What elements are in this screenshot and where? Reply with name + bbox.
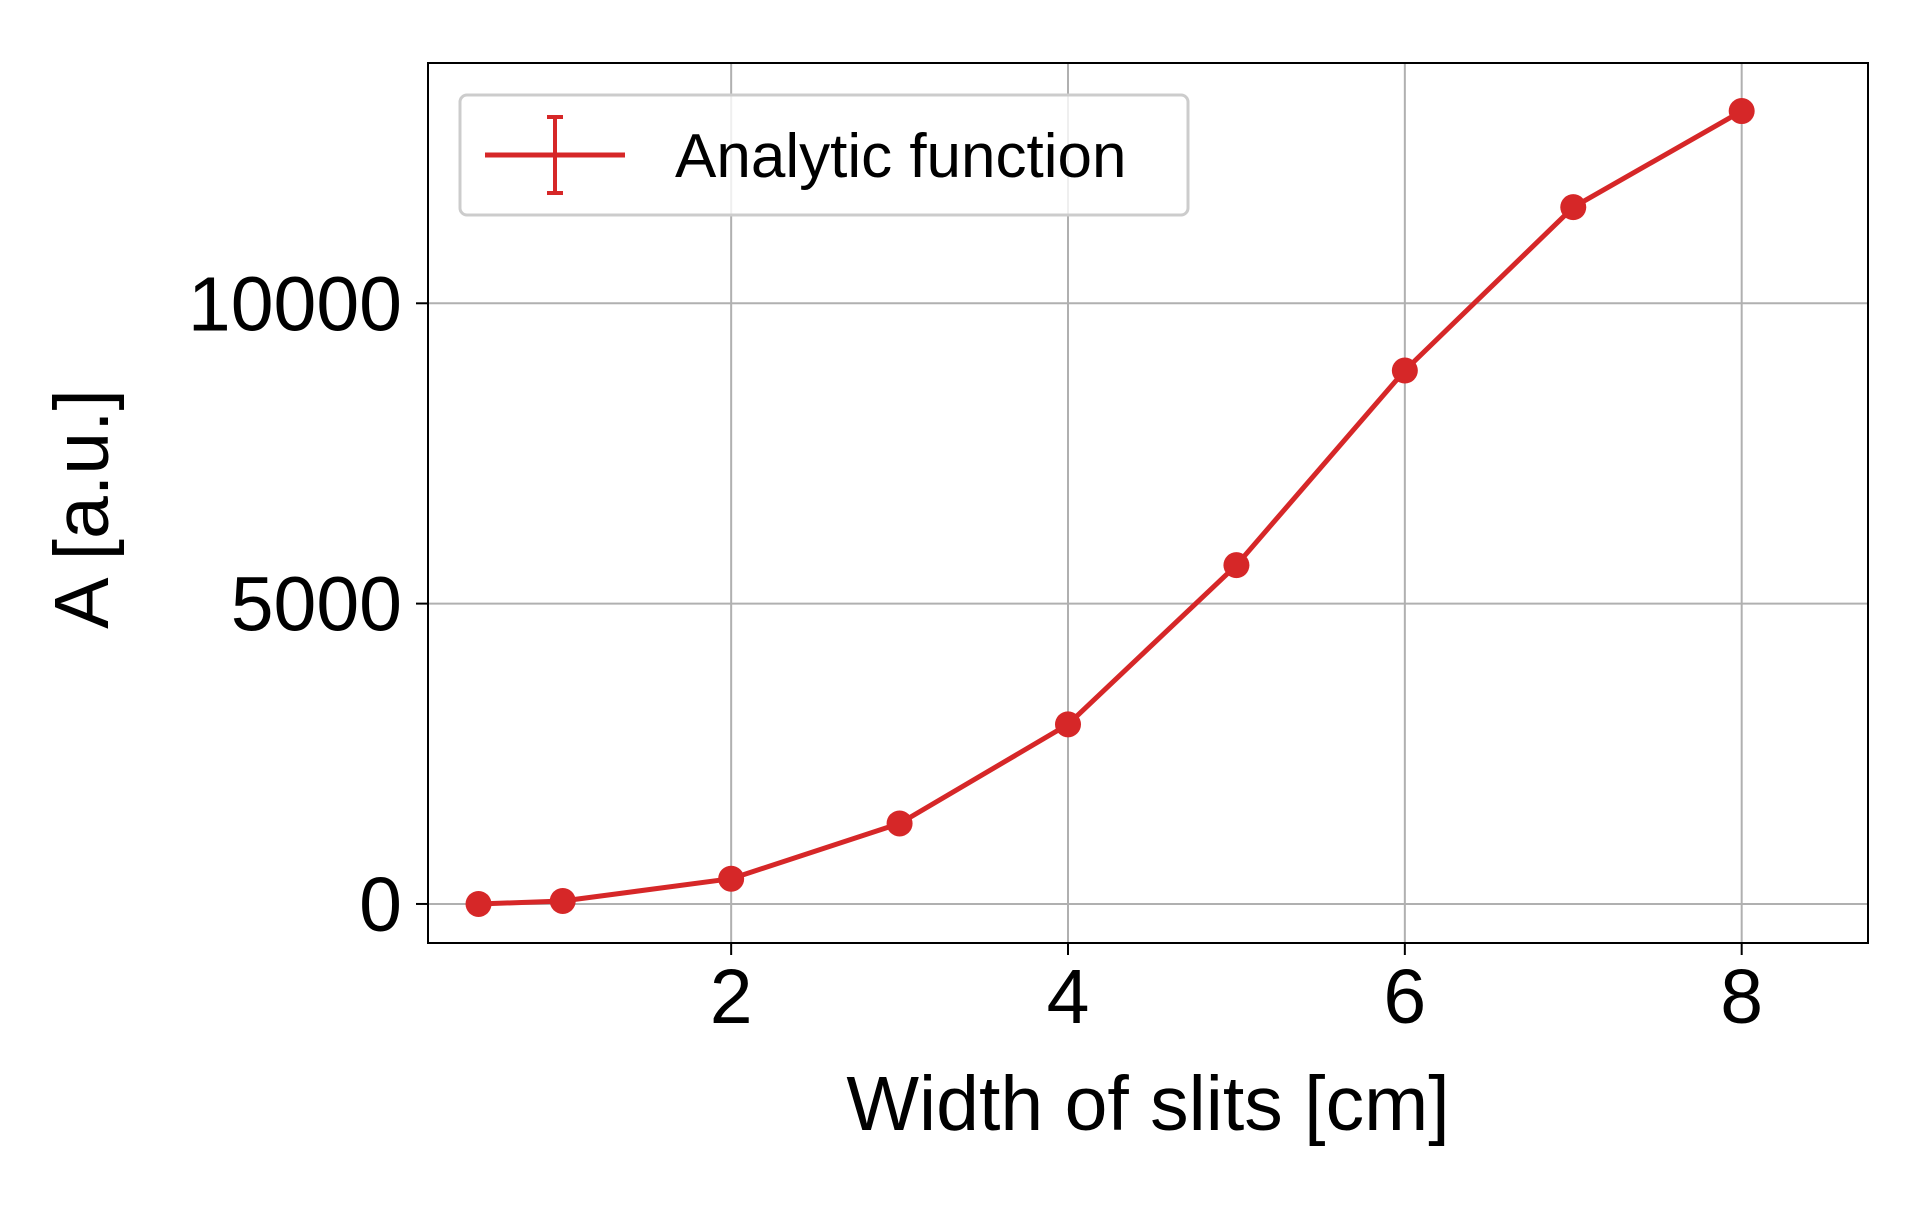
legend-marker	[485, 115, 625, 195]
y-tick-label: 5000	[231, 562, 402, 648]
x-axis-label: Width of slits [cm]	[846, 1061, 1449, 1147]
data-point	[1223, 552, 1250, 579]
plot-frame	[427, 62, 1869, 944]
data-point	[1560, 194, 1587, 221]
data-point	[718, 865, 745, 892]
x-tick-label: 8	[1720, 954, 1763, 1040]
data-point	[465, 890, 492, 917]
legend: Analytic function	[458, 93, 1190, 217]
legend-label: Analytic function	[675, 122, 1126, 191]
x-tick-label: 4	[1047, 954, 1090, 1040]
legend-box	[458, 93, 1190, 217]
y-tick-label: 0	[359, 862, 402, 948]
y-tick-label: 10000	[188, 261, 402, 347]
series-layer	[465, 98, 1755, 917]
data-point	[549, 887, 576, 914]
data-point	[1055, 711, 1081, 738]
x-tick-label: 6	[1383, 954, 1426, 1040]
x-tick-label: 2	[710, 954, 753, 1040]
y-axis-label: A [a.u.]	[39, 389, 125, 629]
data-point	[886, 810, 913, 837]
data-point	[1728, 98, 1755, 125]
data-point	[1391, 357, 1418, 384]
axes: 2 4 6 8 0 5000 10000	[188, 261, 1763, 1040]
